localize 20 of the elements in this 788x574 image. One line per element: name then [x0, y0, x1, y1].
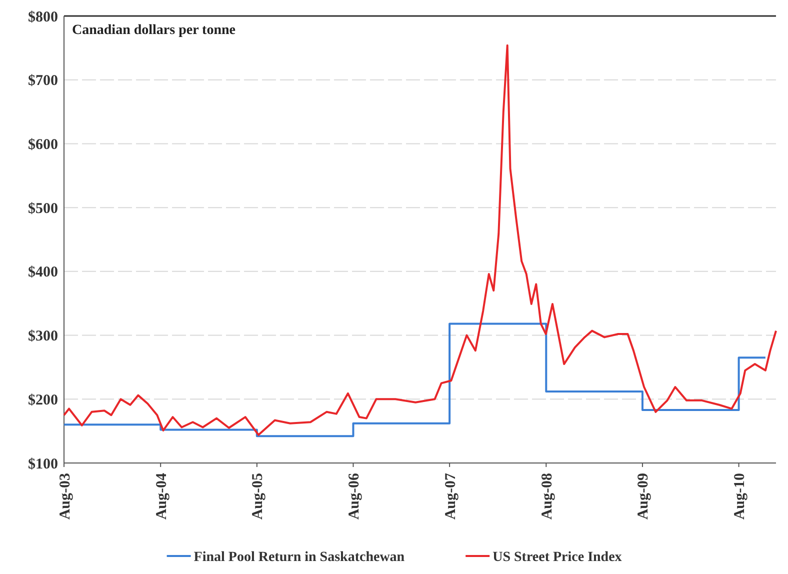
y-tick-label: $800 [28, 9, 58, 26]
x-tick-label: Aug-07 [442, 472, 459, 520]
x-tick-label: Aug-09 [636, 473, 652, 520]
x-tick-label: Aug-04 [154, 472, 170, 520]
line-series [63, 44, 777, 436]
legend-label: Final Pool Return in Saskatchewan [194, 550, 405, 565]
y-axis-title: Canadian dollars per tonne [72, 23, 236, 38]
x-tick-label: Aug-05 [250, 473, 266, 520]
y-tick-label: $200 [28, 392, 58, 408]
legend-label: US Street Price Index [492, 550, 622, 565]
y-tick-label: $400 [28, 264, 58, 281]
y-tick-label: $500 [28, 200, 58, 217]
x-tick-label: Aug-03 [57, 473, 74, 520]
x-tick-label: Aug-08 [539, 473, 556, 520]
y-tick-label: $300 [28, 328, 58, 345]
x-tick-label: Aug-10 [732, 473, 748, 520]
y-tick-label: $600 [28, 136, 58, 153]
y-tick-label: $100 [28, 456, 58, 472]
x-tick-label: Aug-06 [346, 472, 362, 520]
y-tick-label: $700 [28, 73, 58, 90]
